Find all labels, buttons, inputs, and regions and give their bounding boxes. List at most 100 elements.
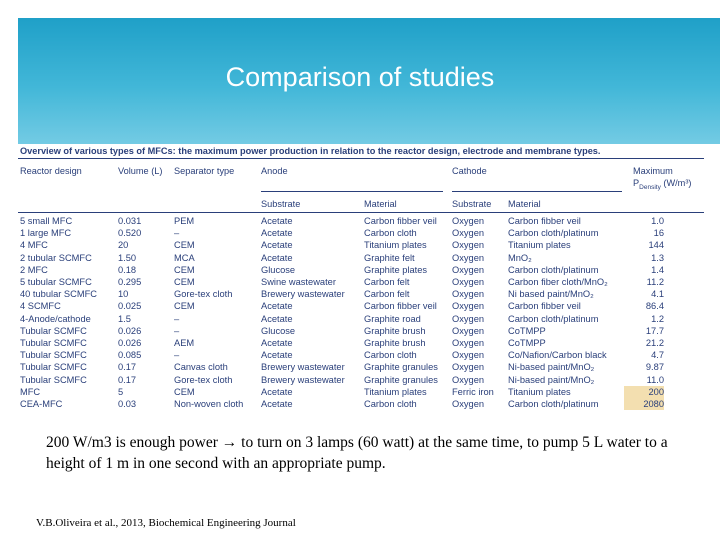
max-power-cell: 2080 <box>624 398 664 411</box>
table-row: Tubular SCMFC 0.17 Canvas cloth Brewery was… <box>18 361 704 373</box>
cathode-material-cell: Titanium plates <box>508 240 571 251</box>
cathode-substrate-cell: Oxygen <box>452 240 485 251</box>
title-banner <box>18 18 720 144</box>
table-row: CEA-MFC 0.03 Non-woven cloth Acetate Carbon … <box>18 398 704 411</box>
header-anode-material: Material <box>364 199 397 209</box>
max-power-cell: 1.0 <box>651 216 664 226</box>
cathode-material-cell: Ni-based paint/MnO₂ <box>508 374 595 385</box>
anode-substrate-cell: Acetate <box>261 399 293 409</box>
table-row: Tubular SCMFC 0.026 – Glucose Graphite brush… <box>18 325 704 337</box>
anode-material-cell: Carbon cloth <box>364 228 417 239</box>
table-row: 4 MFC 20 CEM Acetate Titanium plates Oxygen Ti… <box>18 239 704 251</box>
density-subscript: Density <box>639 183 661 191</box>
table-row: 2 tubular SCMFC 1.50 MCA Acetate Graphite fe… <box>18 252 704 264</box>
reactor-design-cell: 1 large MFC <box>20 228 72 239</box>
header-anode-substrate: Substrate <box>261 199 301 209</box>
reactor-design-cell: Tubular SCMFC <box>20 374 87 385</box>
table-row: 1 large MFC 0.520 – Acetate Carbon cloth Oxyg… <box>18 227 704 239</box>
cathode-substrate-cell: Oxygen <box>452 264 485 275</box>
separator-cell: MCA <box>174 252 195 263</box>
cathode-substrate-cell: Oxygen <box>452 338 485 348</box>
anode-material-cell: Graphite granules <box>364 374 438 385</box>
cathode-material-cell: CoTMPP <box>508 338 546 348</box>
cathode-substrate-cell: Oxygen <box>452 216 485 226</box>
volume-cell: 0.03 <box>118 399 137 409</box>
volume-cell: 20 <box>118 240 129 251</box>
reactor-design-cell: Tubular SCMFC <box>20 325 87 336</box>
separator-cell: CEM <box>174 301 195 312</box>
mfc-table: Overview of various types of MFCs: the m… <box>18 144 704 411</box>
table-row: 5 small MFC 0.031 PEM Acetate Carbon fibber … <box>18 215 704 227</box>
reactor-design-cell: Tubular SCMFC <box>20 350 87 361</box>
max-power-cell: 1.4 <box>651 264 664 275</box>
power-symbol: P <box>633 178 640 188</box>
max-power-cell: 16 <box>653 228 664 239</box>
volume-cell: 5 <box>118 386 124 397</box>
anode-material-cell: Carbon felt <box>364 277 410 287</box>
anode-material-cell: Carbon fibber veil <box>364 216 437 226</box>
reactor-design-cell: 40 tubular SCMFC <box>20 289 97 300</box>
separator-cell: Canvas cloth <box>174 362 228 373</box>
header-cathode-material: Material <box>508 199 541 209</box>
anode-material-cell: Carbon cloth <box>364 399 417 409</box>
volume-cell: 0.026 <box>118 338 142 348</box>
separator-cell: Non-woven cloth <box>174 399 244 409</box>
anode-rule <box>261 191 443 192</box>
separator-cell: CEM <box>174 386 195 397</box>
cathode-substrate-cell: Oxygen <box>452 362 485 373</box>
reactor-design-cell: 2 MFC <box>20 264 48 275</box>
reactor-design-cell: 4-Anode/cathode <box>20 313 91 324</box>
volume-cell: 0.025 <box>118 301 142 312</box>
table-row: MFC 5 CEM Acetate Titanium plates Ferric iron… <box>18 385 704 398</box>
volume-cell: 1.50 <box>118 252 137 263</box>
header-separator: Separator type <box>174 166 235 176</box>
cathode-substrate-cell: Ferric iron <box>452 386 494 397</box>
cathode-substrate-cell: Oxygen <box>452 289 485 300</box>
volume-cell: 0.295 <box>118 277 142 287</box>
cathode-material-cell: Co/Nafion/Carbon black <box>508 350 607 361</box>
reactor-design-cell: 4 SCMFC <box>20 301 61 312</box>
anode-substrate-cell: Brewery wastewater <box>261 362 345 373</box>
cathode-material-cell: Carbon fibber veil <box>508 301 581 312</box>
reactor-design-cell: 2 tubular SCMFC <box>20 252 92 263</box>
reactor-design-cell: 5 small MFC <box>20 216 73 226</box>
max-power-cell: 21.2 <box>645 338 664 348</box>
header-rule <box>18 212 704 213</box>
anode-material-cell: Graphite road <box>364 313 421 324</box>
anode-material-cell: Carbon felt <box>364 289 410 300</box>
table-row: 40 tubular SCMFC 10 Gore-tex cloth Brewery … <box>18 288 704 300</box>
volume-cell: 0.17 <box>118 362 137 373</box>
cathode-material-cell: Ni-based paint/MnO₂ <box>508 362 595 373</box>
anode-substrate-cell: Brewery wastewater <box>261 289 345 300</box>
volume-cell: 0.17 <box>118 374 137 385</box>
cathode-substrate-cell: Oxygen <box>452 325 485 336</box>
separator-cell: – <box>174 228 180 239</box>
cathode-substrate-cell: Oxygen <box>452 228 485 239</box>
cathode-material-cell: Carbon cloth/platinum <box>508 228 599 239</box>
max-power-cell: 1.3 <box>651 252 664 263</box>
table-row: Tubular SCMFC 0.085 – Acetate Carbon cloth Ox… <box>18 349 704 361</box>
header-volume: Volume (L) <box>118 166 163 176</box>
max-power-cell: 4.7 <box>651 350 664 361</box>
anode-substrate-cell: Acetate <box>261 252 293 263</box>
max-power-cell: 9.87 <box>645 362 664 373</box>
table-row: Tubular SCMFC 0.026 AEM Acetate Graphite bru… <box>18 337 704 349</box>
cathode-material-cell: Carbon fibber veil <box>508 216 581 226</box>
cathode-material-cell: Carbon fiber cloth/MnO₂ <box>508 277 608 287</box>
table-caption: Overview of various types of MFCs: the m… <box>20 146 601 156</box>
anode-substrate-cell: Acetate <box>261 338 293 348</box>
header-cathode: Cathode <box>452 166 487 176</box>
anode-material-cell: Carbon cloth <box>364 350 417 361</box>
table-row: 4-Anode/cathode 1.5 – Acetate Graphite road O… <box>18 313 704 325</box>
anode-material-cell: Titanium plates <box>364 386 427 397</box>
table-row: Tubular SCMFC 0.17 Gore-tex cloth Brewery w… <box>18 374 704 386</box>
table-row: 5 tubular SCMFC 0.295 CEM Swine wastewater C… <box>18 276 704 288</box>
separator-cell: – <box>174 350 180 361</box>
max-power-cell: 11.2 <box>646 277 664 287</box>
anode-material-cell: Graphite brush <box>364 325 426 336</box>
anode-substrate-cell: Glucose <box>261 325 296 336</box>
max-power-cell: 86.4 <box>645 301 664 312</box>
cathode-substrate-cell: Oxygen <box>452 374 485 385</box>
reference-citation: V.B.Oliveira et al., 2013, Biochemical E… <box>36 517 296 529</box>
header-reactor-design: Reactor design <box>20 166 82 176</box>
